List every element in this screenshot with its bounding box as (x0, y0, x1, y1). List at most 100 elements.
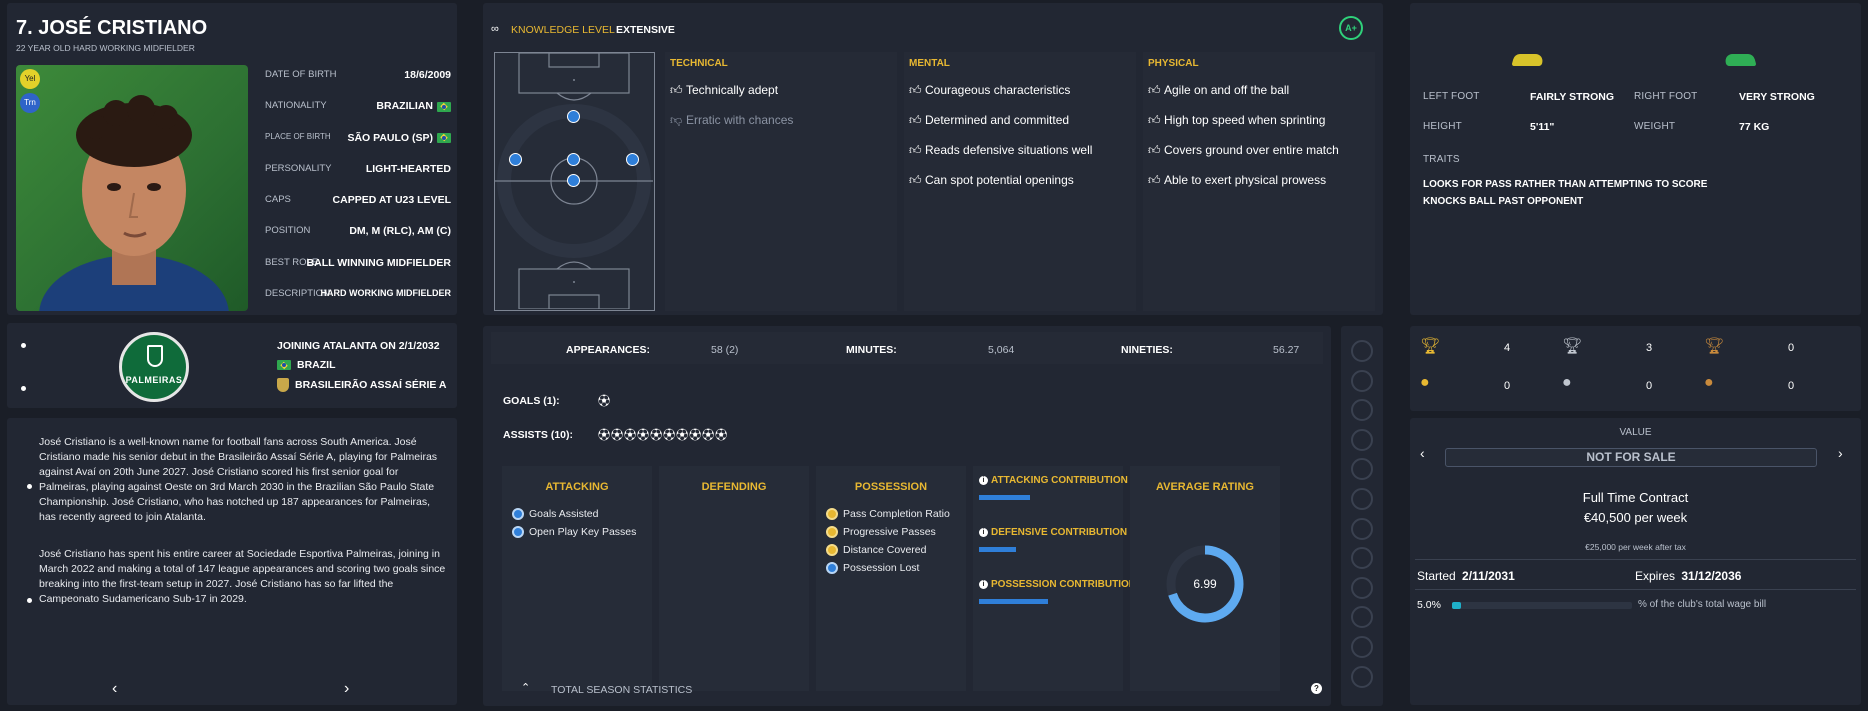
stats-header: APPEARANCES: 58 (2) MINUTES: 5,064 NINET… (491, 332, 1323, 364)
attribute-text: Reads defensive situations well (925, 143, 1093, 157)
grade-badge: A+ (1339, 16, 1363, 40)
average-rating-value: 6.99 (1193, 577, 1217, 591)
side-nav-icon[interactable] (1351, 428, 1373, 451)
defending-title: DEFENDING (701, 481, 767, 493)
trait-1: LOOKS FOR PASS RATHER THAN ATTEMPTING TO… (1423, 179, 1708, 190)
training-badge[interactable]: Trn (20, 93, 40, 113)
trophy-count: 0 (1504, 380, 1511, 392)
detail-label: PERSONALITY (265, 162, 332, 174)
attribute-text: Technically adept (686, 83, 779, 97)
contribution-box: i ATTACKING CONTRIBUTION i DEFENSIVE CONTRI… (973, 466, 1136, 691)
info-icon[interactable]: i (979, 475, 988, 485)
left-foot-value: FAIRLY STRONG (1530, 91, 1615, 103)
brazil-flag-icon (277, 360, 291, 371)
started-value: 2/11/2031 (1462, 569, 1515, 583)
minutes-value: 5,064 (988, 344, 1015, 356)
side-nav-icon[interactable] (1351, 399, 1373, 422)
side-nav-icon[interactable] (1351, 665, 1373, 688)
position-marker-mc[interactable] (567, 153, 580, 166)
contract-panel: VALUE ‹ NOT FOR SALE › Full Time Contrac… (1410, 418, 1861, 705)
contract-type: Full Time Contract (1582, 490, 1689, 505)
side-nav-icon[interactable] (1351, 458, 1373, 481)
collapse-chevron-icon[interactable]: ⌃ (521, 682, 531, 694)
ball-icon: ⚽︎ (624, 428, 638, 442)
info-icon[interactable]: i (979, 579, 988, 589)
ball-icon: ⚽︎ (676, 428, 690, 442)
detail-value: 18/6/2009 (404, 69, 451, 81)
contract-wage: €40,500 per week (1583, 510, 1688, 525)
wage-bill-text: % of the club's total wage bill (1638, 599, 1767, 610)
stat-item-text: Progressive Passes (843, 526, 936, 538)
club-logo[interactable]: PALMEIRAS (119, 332, 189, 402)
contribution-bar-track (979, 547, 1117, 552)
contribution-bar-fill (979, 547, 1017, 552)
technical-column: TECHNICAL 👍︎ Technically adept 👎︎ Erratic w… (665, 52, 897, 311)
detail-value-text: BALL WINNING MIDFIELDER (306, 256, 451, 269)
side-nav-icon[interactable] (1351, 487, 1373, 510)
side-nav-icon[interactable] (1351, 340, 1373, 362)
average-rating-gauge (1166, 545, 1244, 623)
bio-prev-button[interactable]: ‹ (112, 680, 118, 697)
stat-item-text: Distance Covered (843, 544, 927, 556)
contribution-label: i POSSESSION CONTRIBUTION (979, 579, 1136, 590)
detail-row: DATE OF BIRTH 18/6/2009 (265, 69, 451, 100)
detail-row: POSITION DM, M (RLC), AM (C) (265, 225, 451, 256)
position-marker-ml[interactable] (509, 153, 522, 166)
thumbs-up-icon: 👍︎ (670, 83, 683, 97)
side-nav-icon[interactable] (1351, 635, 1373, 658)
mental-column: MENTAL 👍︎ Courageous characteristics 👍︎ Det… (904, 52, 1136, 311)
expires-value: 31/12/2036 (1681, 569, 1742, 583)
physical-title: PHYSICAL (1148, 58, 1199, 69)
detail-value-text: SÃO PAULO (SP) (347, 131, 433, 144)
total-season-stats-label[interactable]: TOTAL SEASON STATISTICS (551, 684, 693, 696)
detail-row: DESCRIPTION HARD WORKING MIDFIELDER (265, 288, 451, 319)
bio-panel: José Cristiano is a well-known name for … (7, 418, 457, 705)
detail-value-text: LIGHT-HEARTED (365, 162, 451, 175)
side-nav-icon[interactable] (1351, 606, 1373, 629)
detail-value-text: DM, M (RLC), AM (C) (349, 225, 451, 238)
divider (1415, 589, 1856, 590)
thumbs-up-icon: 👍︎ (1148, 143, 1161, 157)
attribute-text: Agile on and off the ball (1164, 83, 1290, 97)
detail-value-text: 18/6/2009 (404, 69, 451, 81)
star-badge-icon (826, 508, 838, 521)
detail-row: PERSONALITY LIGHT-HEARTED (265, 163, 451, 194)
side-nav-icon[interactable] (1351, 576, 1373, 599)
yellow-badge[interactable]: Yel (20, 69, 40, 89)
ball-icon: ⚽︎ (689, 428, 703, 442)
bullet-dot (27, 484, 32, 489)
attribute-text: Erratic with chances (686, 113, 794, 127)
detail-label: POSITION (265, 225, 311, 237)
position-marker-am-c[interactable] (567, 110, 580, 123)
knowledge-label: KNOWLEDGE LEVEL (511, 24, 615, 36)
club-logo-text: PALMEIRAS (125, 375, 183, 385)
expires-row: Expires 31/12/2036 (1635, 569, 1741, 583)
trophy-count: 4 (1504, 342, 1511, 354)
brazil-flag-icon (437, 132, 451, 143)
wage-pct: 5.0% (1417, 599, 1441, 611)
attribute-item: 👍︎ Covers ground over entire match (1148, 143, 1339, 173)
knowledge-value: EXTENSIVE (616, 24, 675, 36)
star-badge-icon (512, 508, 524, 521)
side-nav-icon[interactable] (1351, 547, 1373, 570)
detail-value: SÃO PAULO (SP) (347, 132, 451, 144)
position-marker-mr[interactable] (626, 153, 639, 166)
value-next-button[interactable]: › (1838, 445, 1843, 461)
left-foot-label: LEFT FOOT (1423, 91, 1480, 102)
detail-value-text: CAPPED AT U23 LEVEL (332, 194, 451, 207)
value-prev-button[interactable]: ‹ (1420, 445, 1425, 461)
attribute-item: 👍︎ Technically adept (670, 83, 793, 113)
club-panel: PALMEIRAS JOINING ATALANTA ON 2/1/2032 B… (7, 323, 457, 408)
side-nav-icon[interactable] (1351, 517, 1373, 540)
stat-item-text: Goals Assisted (529, 508, 599, 520)
bio-next-button[interactable]: › (344, 680, 350, 697)
help-icon[interactable]: ? (1311, 683, 1322, 694)
attribute-text: Courageous characteristics (925, 83, 1071, 97)
attribute-text: High top speed when sprinting (1164, 113, 1326, 127)
player-subtitle: 22 YEAR OLD HARD WORKING MIDFIELDER (16, 43, 195, 53)
side-nav-icon[interactable] (1351, 369, 1373, 392)
info-icon[interactable]: i (979, 527, 988, 537)
average-rating-box: AVERAGE RATING 6.99 (1130, 466, 1280, 691)
position-pitch (494, 52, 655, 311)
position-marker-dm[interactable] (567, 174, 580, 187)
